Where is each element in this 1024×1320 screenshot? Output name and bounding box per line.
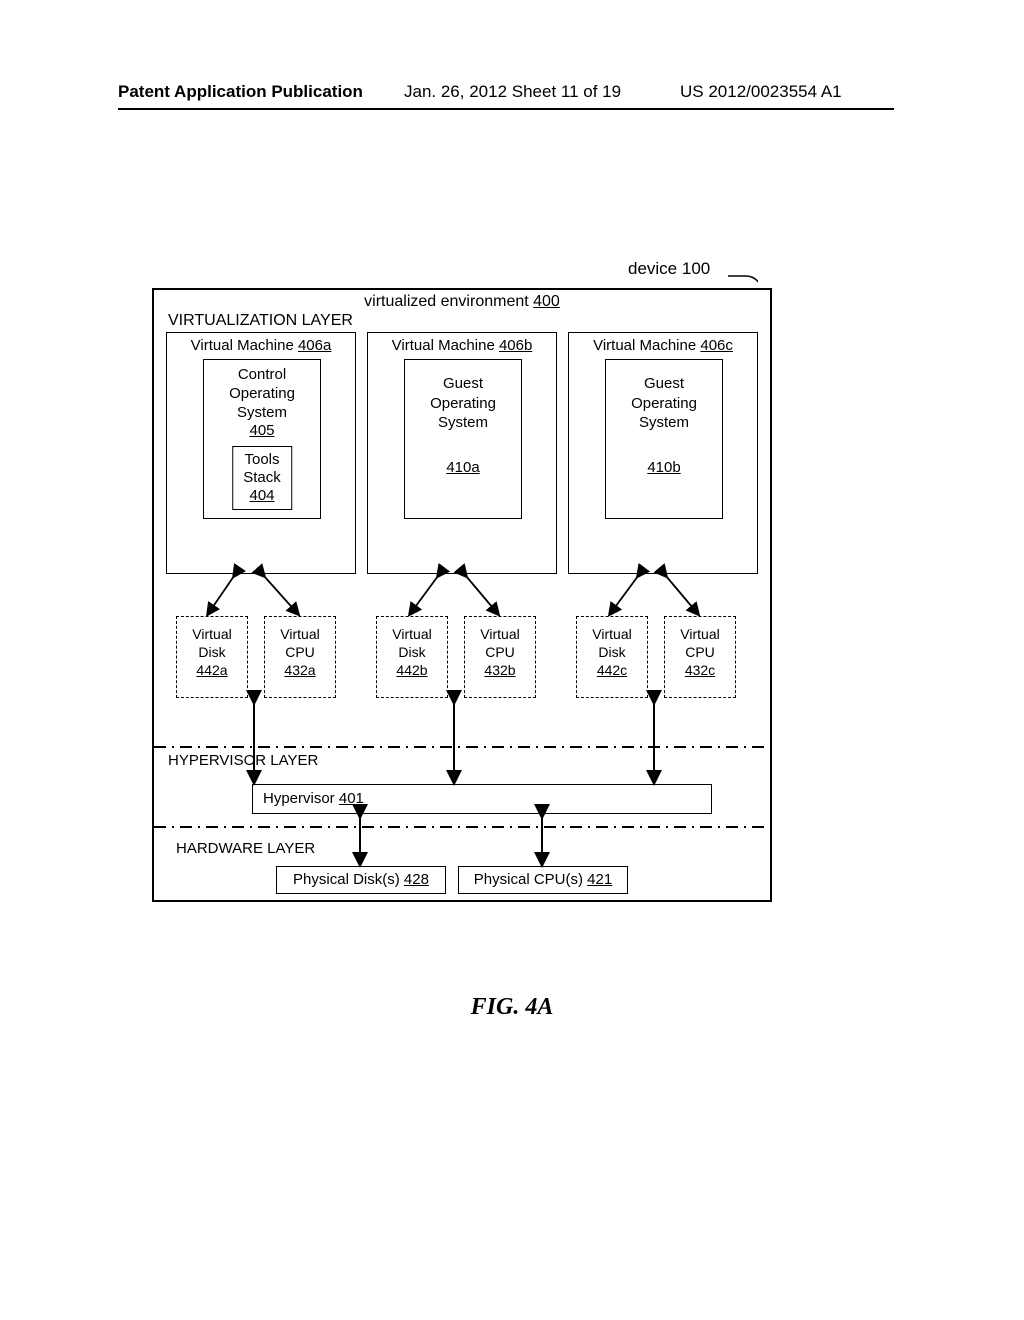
hypervisor-label: Hypervisor	[263, 790, 339, 807]
vdisk-b-ref: 442b	[377, 661, 447, 679]
control-os-l2: Operating	[204, 385, 320, 404]
guest-os-a-text: Guest Operating System	[405, 374, 521, 433]
vdisk-b-l1: Virtual	[377, 625, 447, 643]
vdisk-a-l1: Virtual	[177, 625, 247, 643]
separator-hyp-hw	[154, 826, 770, 828]
vdisk-b-l2: Disk	[377, 643, 447, 661]
separator-virt-hyp	[154, 746, 770, 748]
control-os-ref: 405	[204, 422, 320, 441]
figure-label: FIG. 4A	[0, 994, 1024, 1021]
guest-os-a-l2: Operating	[405, 394, 521, 414]
hypervisor-box: Hypervisor 401	[252, 784, 712, 814]
vdisk-a-l2: Disk	[177, 643, 247, 661]
vm-c-title-ref: 406c	[700, 337, 733, 354]
virtual-cpu-c: Virtual CPU 432c	[664, 616, 736, 698]
hardware-layer-label: HARDWARE LAYER	[176, 840, 315, 857]
vcpu-c-l2: CPU	[665, 643, 735, 661]
virtualization-layer-label: VIRTUALIZATION LAYER	[168, 312, 353, 330]
guest-os-b-l1: Guest	[606, 374, 722, 394]
control-os-l3: System	[204, 404, 320, 423]
vm-c-title-text: Virtual Machine	[593, 337, 700, 354]
env-title-text: virtualized environment	[364, 293, 533, 310]
control-os-box: Control Operating System 405 Tools Stack…	[203, 359, 321, 519]
pcpu-ref: 421	[587, 871, 612, 888]
guest-os-b-l2: Operating	[606, 394, 722, 414]
vm-b: Virtual Machine 406b Guest Operating Sys…	[367, 332, 557, 574]
guest-os-b-box: Guest Operating System 410b	[605, 359, 723, 519]
vdisk-c-l2: Disk	[577, 643, 647, 661]
vcpu-a-ref: 432a	[265, 661, 335, 679]
vm-a-title-ref: 406a	[298, 337, 331, 354]
header-publication: Patent Application Publication	[118, 82, 363, 102]
control-os-l1: Control	[204, 366, 320, 385]
vcpu-a-l2: CPU	[265, 643, 335, 661]
vm-b-title-text: Virtual Machine	[392, 337, 499, 354]
vdisk-c-ref: 442c	[577, 661, 647, 679]
vm-b-title: Virtual Machine 406b	[368, 337, 556, 354]
virtual-disk-a: Virtual Disk 442a	[176, 616, 248, 698]
vcpu-a-l1: Virtual	[265, 625, 335, 643]
physical-cpu-box: Physical CPU(s) 421	[458, 866, 628, 894]
tools-stack-box: Tools Stack 404	[232, 446, 292, 510]
guest-os-a-l1: Guest	[405, 374, 521, 394]
virtual-cpu-a: Virtual CPU 432a	[264, 616, 336, 698]
guest-os-b-ref: 410b	[606, 459, 722, 476]
env-title-ref: 400	[533, 293, 560, 310]
guest-os-b-text: Guest Operating System	[606, 374, 722, 433]
physical-disk-box: Physical Disk(s) 428	[276, 866, 446, 894]
hypervisor-layer-label: HYPERVISOR LAYER	[168, 752, 318, 769]
device-label: device 100	[628, 259, 710, 279]
vcpu-b-l2: CPU	[465, 643, 535, 661]
vm-c: Virtual Machine 406c Guest Operating Sys…	[568, 332, 758, 574]
guest-os-a-ref: 410a	[405, 459, 521, 476]
virtual-disk-c: Virtual Disk 442c	[576, 616, 648, 698]
header-patent-number: US 2012/0023554 A1	[680, 82, 842, 102]
vm-b-title-ref: 406b	[499, 337, 532, 354]
header-divider	[118, 108, 894, 110]
virtual-disk-b: Virtual Disk 442b	[376, 616, 448, 698]
pdisk-label: Physical Disk(s)	[293, 871, 404, 888]
header-date-sheet: Jan. 26, 2012 Sheet 11 of 19	[404, 82, 621, 102]
tools-stack-l2: Stack 404	[243, 469, 281, 505]
vcpu-b-l1: Virtual	[465, 625, 535, 643]
vdisk-c-l1: Virtual	[577, 625, 647, 643]
vm-a: Virtual Machine 406a Control Operating S…	[166, 332, 356, 574]
pdisk-ref: 428	[404, 871, 429, 888]
virtual-cpu-b: Virtual CPU 432b	[464, 616, 536, 698]
vdisk-a-ref: 442a	[177, 661, 247, 679]
tools-stack-l1: Tools	[243, 451, 281, 469]
vcpu-c-l1: Virtual	[665, 625, 735, 643]
vcpu-b-ref: 432b	[465, 661, 535, 679]
guest-os-a-l3: System	[405, 413, 521, 433]
env-title: virtualized environment 400	[154, 293, 770, 311]
page: Patent Application Publication Jan. 26, …	[0, 0, 1024, 1320]
pcpu-label: Physical CPU(s)	[474, 871, 587, 888]
vm-a-title: Virtual Machine 406a	[167, 337, 355, 354]
virtualized-env-box: virtualized environment 400 VIRTUALIZATI…	[152, 288, 772, 902]
guest-os-b-l3: System	[606, 413, 722, 433]
vm-a-title-text: Virtual Machine	[191, 337, 298, 354]
guest-os-a-box: Guest Operating System 410a	[404, 359, 522, 519]
vm-c-title: Virtual Machine 406c	[569, 337, 757, 354]
vcpu-c-ref: 432c	[665, 661, 735, 679]
control-os-text: Control Operating System 405	[204, 366, 320, 441]
hypervisor-ref: 401	[339, 790, 364, 807]
